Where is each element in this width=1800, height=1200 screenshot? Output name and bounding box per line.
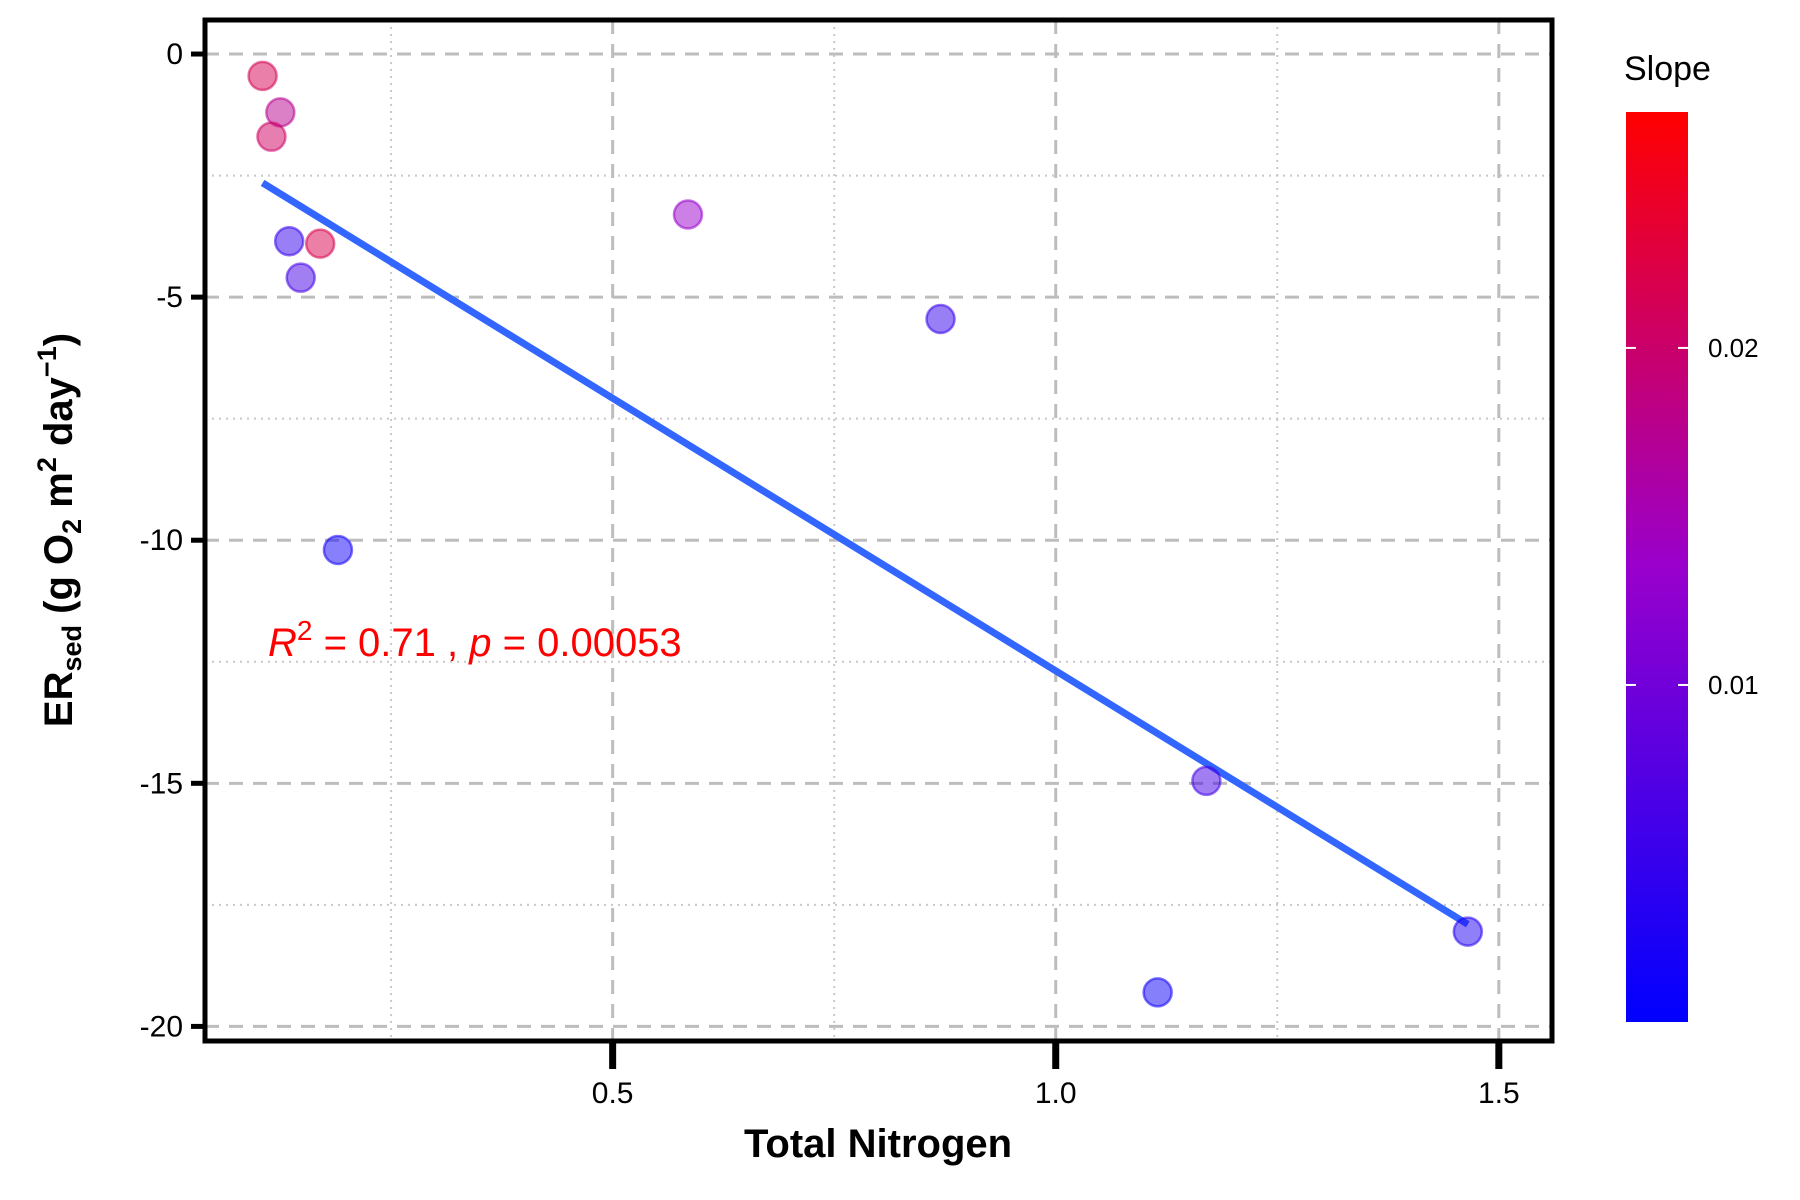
y-axis-title: ERsed (g O2 m2 day−1) <box>32 333 87 727</box>
data-point <box>1452 916 1484 947</box>
data-point <box>672 199 704 230</box>
data-point <box>304 228 336 259</box>
x-tick-label: 1.5 <box>1478 1077 1520 1110</box>
panel-border <box>202 17 1555 1044</box>
fit-line-layer <box>260 179 1470 928</box>
colorbar-ticks: 0.01 0.02 <box>1626 333 1759 700</box>
data-point <box>273 225 305 257</box>
y-tick-label: 0 <box>166 38 183 71</box>
y-tick-label: -15 <box>140 767 183 800</box>
y-tick-label: -5 <box>156 281 183 314</box>
y-tick-label: -20 <box>140 1010 183 1043</box>
colorbar-tick-label: 0.01 <box>1708 670 1759 700</box>
data-point <box>256 121 287 152</box>
x-tick-label: 1.0 <box>1035 1077 1077 1110</box>
legend-title: Slope <box>1624 50 1711 88</box>
x-axis-title: Total Nitrogen <box>744 1122 1012 1166</box>
axes: 0 -5 -10 -15 -20 0.5 1.0 1.5 <box>140 38 1520 1110</box>
data-point <box>322 534 354 566</box>
data-points <box>247 60 1484 1008</box>
regression-line <box>260 179 1470 928</box>
data-point <box>925 303 956 335</box>
data-point <box>1191 765 1222 797</box>
data-point <box>1142 977 1173 1008</box>
colorbar <box>1626 112 1688 1022</box>
data-point <box>285 262 316 293</box>
data-point <box>247 60 278 92</box>
y-tick-label: -10 <box>140 524 183 557</box>
x-tick-label: 0.5 <box>592 1077 634 1110</box>
colorbar-tick-label: 0.02 <box>1708 333 1759 363</box>
fit-annotation: R2 = 0.71 , p = 0.00053 <box>268 615 682 665</box>
grid-lines <box>205 20 1552 1041</box>
